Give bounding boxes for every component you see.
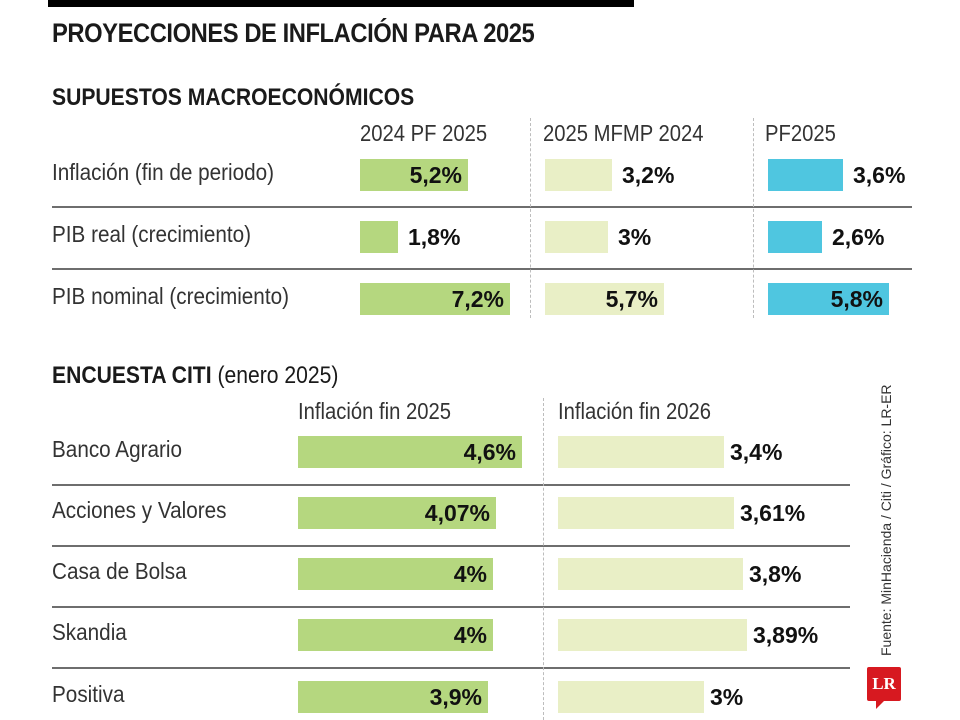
value-label: 3,9% [429,684,482,710]
bar [360,159,468,191]
value-label: 3,8% [749,561,802,587]
source-note: Fuente: MinHacienda / Citi / Gráfico: LR… [878,384,894,656]
row-label: Casa de Bolsa [52,558,187,584]
column-divider [543,398,544,720]
section-title-macro: SUPUESTOS MACROECONÓMICOS [52,84,415,111]
column-header-3: PF2025 [765,120,836,146]
column-header-1: Inflación fin 2025 [298,398,452,424]
bar [768,283,889,315]
value-label: 3,4% [730,439,783,465]
value-label: 5,2% [409,162,462,188]
row-divider [52,667,850,669]
row-divider [52,545,850,547]
citi-subtitle: (enero 2025) [217,362,339,389]
value-label: 7,2% [451,286,504,312]
row-label: PIB nominal (crecimiento) [52,283,289,309]
row-divider [52,268,912,270]
column-header-2: Inflación fin 2026 [558,398,712,424]
column-header-2: 2025 MFMP 2024 [543,120,704,146]
value-label: 4,07% [424,500,490,526]
value-label: 2,6% [832,224,885,250]
value-label: 1,8% [408,224,461,250]
lr-logo: LR [867,667,901,701]
bar [298,497,496,529]
bar [768,159,843,191]
column-divider [753,118,754,318]
citi-title: ENCUESTA CITI [52,362,212,389]
value-label: 5,8% [830,286,883,312]
value-label: 3,61% [740,500,806,526]
row-label: Positiva [52,681,125,707]
row-label: Inflación (fin de periodo) [52,159,275,185]
bar [298,619,493,651]
section-title-citi: ENCUESTA CITI (enero 2025) [52,362,338,390]
bar [298,436,522,468]
top-rule [48,0,634,7]
value-label: 3% [710,684,744,710]
row-divider [52,606,850,608]
value-label: 3,6% [853,162,906,188]
bar [558,497,734,529]
row-label: Skandia [52,619,127,645]
row-label: PIB real (crecimiento) [52,221,252,247]
value-label: 3% [618,224,652,250]
value-label: 4,6% [463,439,516,465]
row-label: Banco Agrario [52,436,183,462]
bar [545,221,608,253]
row-divider [52,206,912,208]
bar [545,159,612,191]
row-label: Acciones y Valores [52,497,227,523]
bar [360,221,398,253]
bar [558,619,747,651]
value-label: 3,89% [753,622,819,648]
column-header-1: 2024 PF 2025 [360,120,488,146]
page-title: PROYECCIONES DE INFLACIÓN PARA 2025 [52,18,535,48]
value-label: 4% [453,561,487,587]
bar [545,283,664,315]
value-label: 3,2% [622,162,675,188]
bar [558,436,724,468]
lr-logo-tail [876,700,885,709]
bar [298,558,493,590]
value-label: 5,7% [605,286,658,312]
value-label: 4% [453,622,487,648]
bar [558,558,743,590]
bar [360,283,510,315]
bar [558,681,704,713]
row-divider [52,484,850,486]
column-divider [530,118,531,318]
bar [768,221,822,253]
bar [298,681,488,713]
